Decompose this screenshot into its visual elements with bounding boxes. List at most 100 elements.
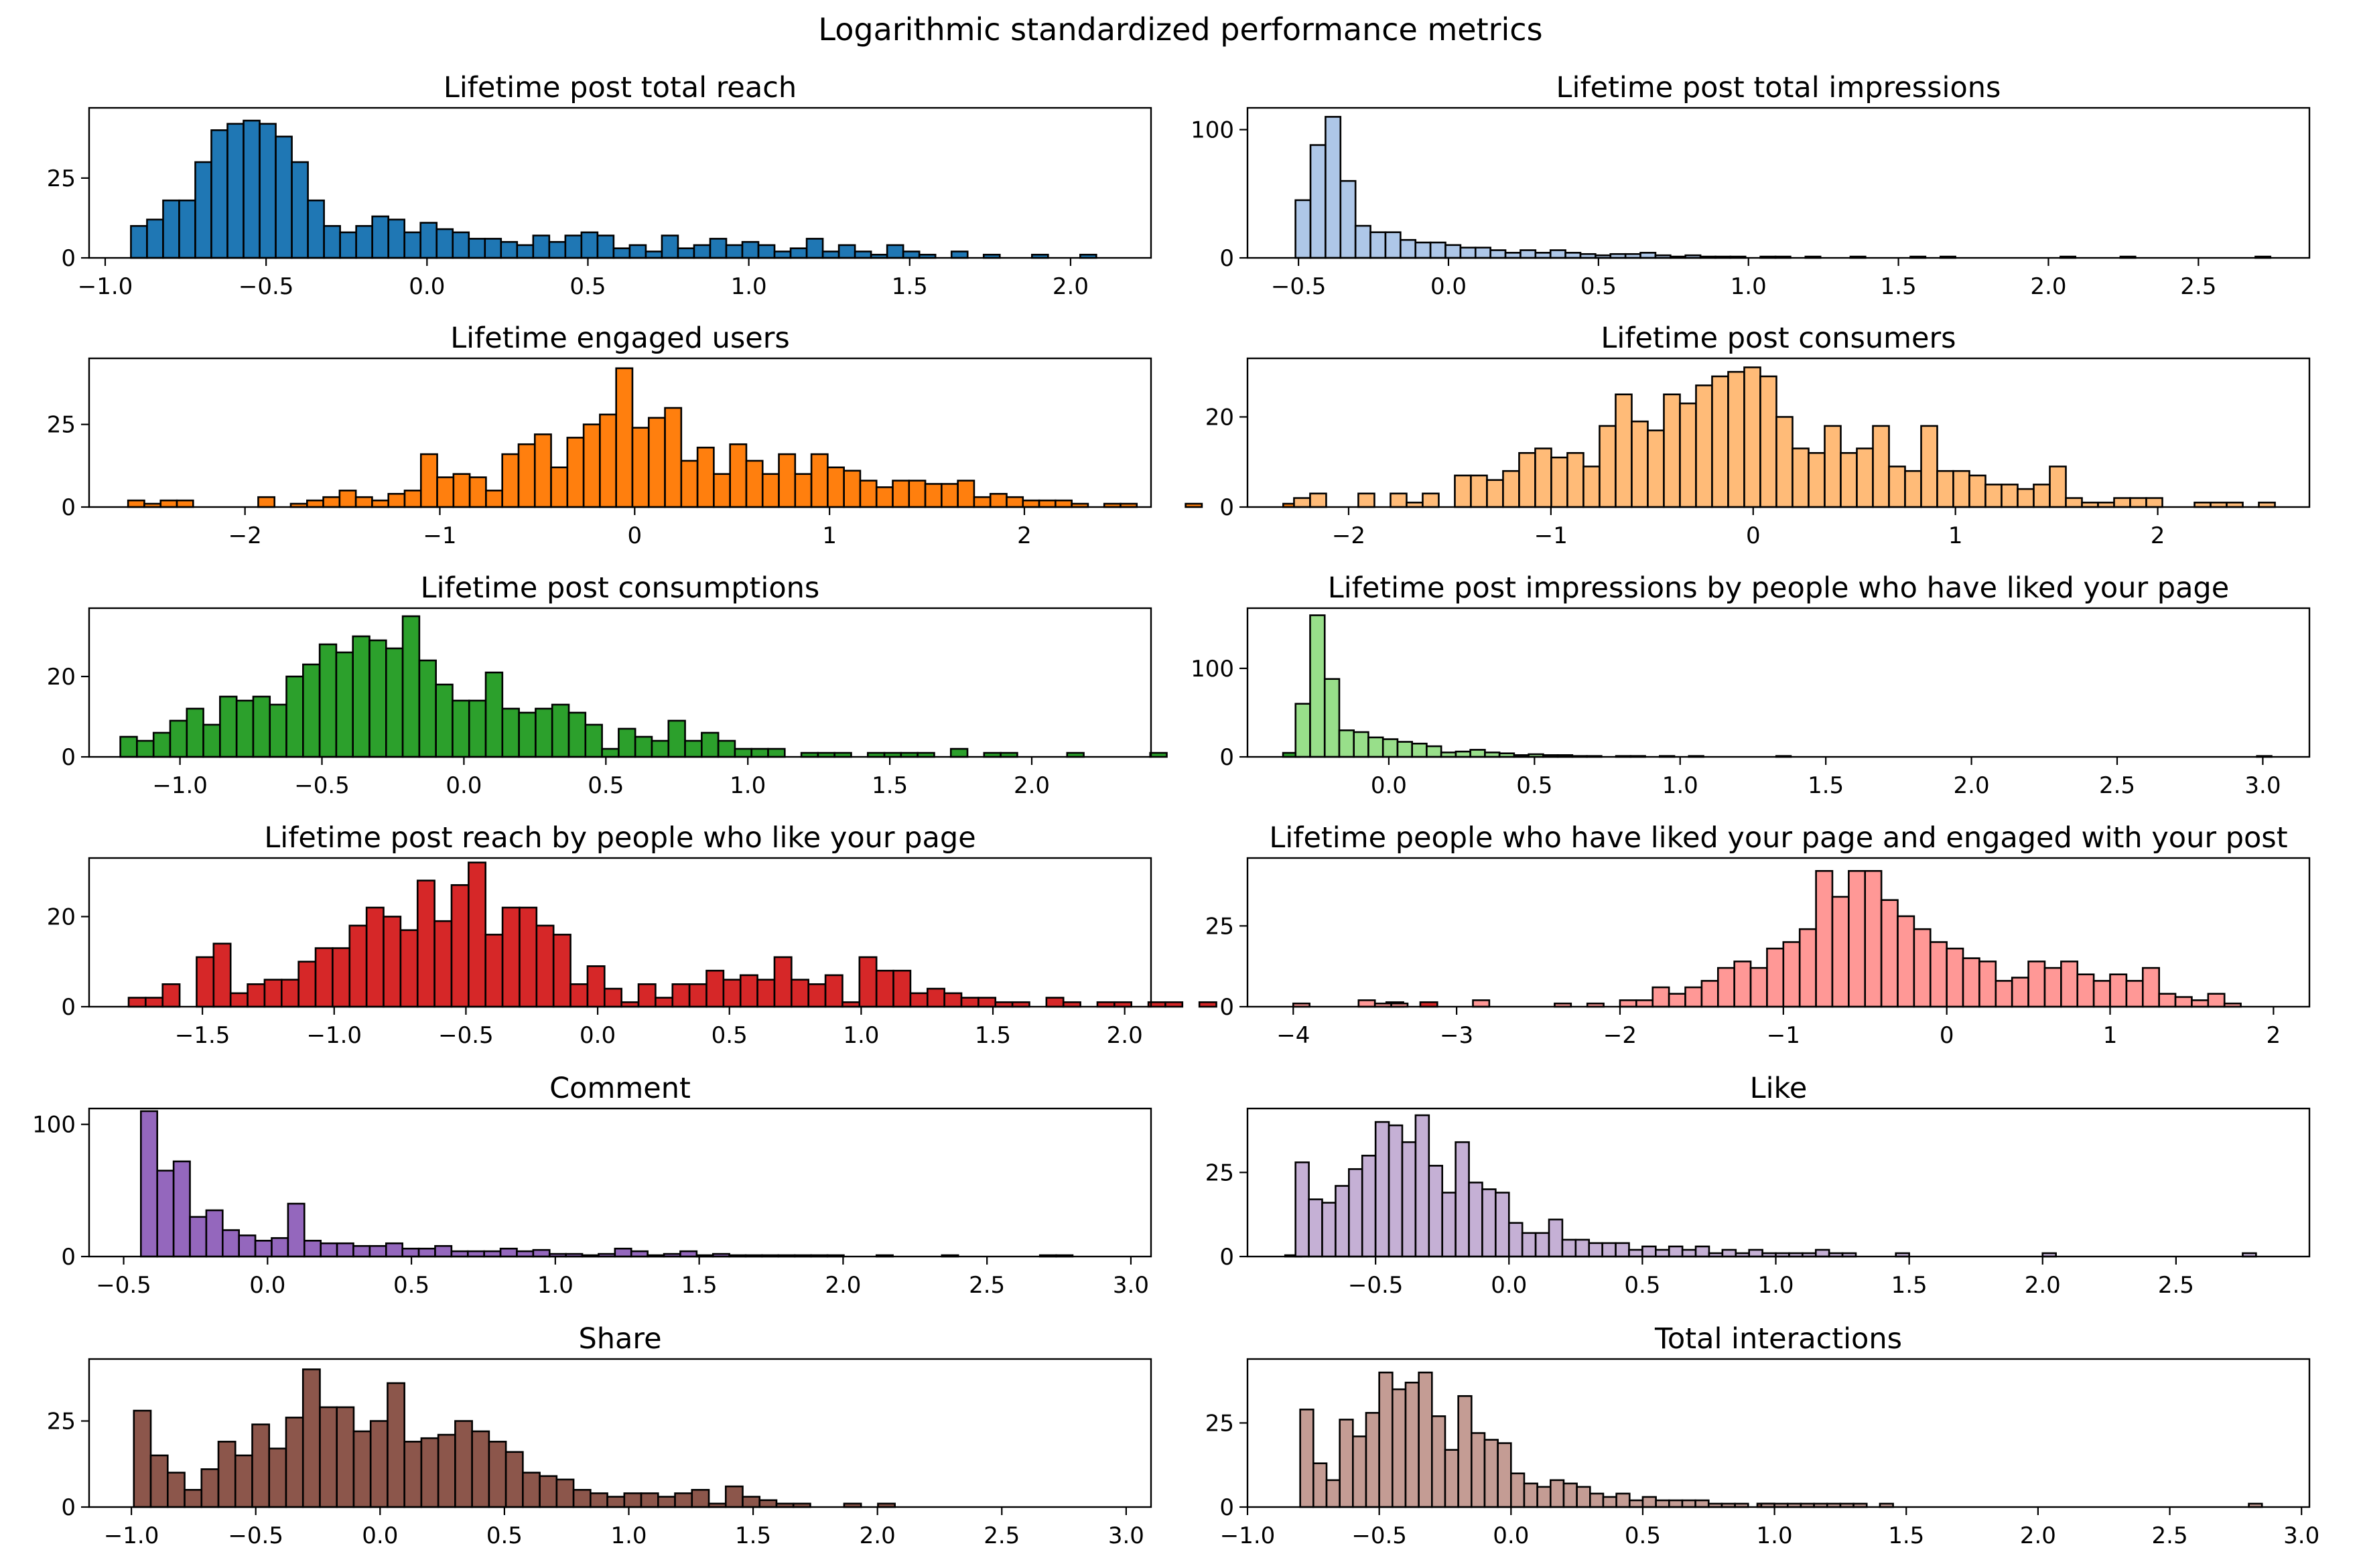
histogram-bar (1549, 249, 1566, 259)
histogram-panel-9: −0.5 0.0 0.5 1.0 1.5 2.0 2.5 3.0 0 100 Comment (32, 1072, 1368, 1299)
histogram-bar (705, 969, 725, 1008)
histogram-bar (1308, 1198, 1323, 1258)
histogram-bar (1968, 474, 1986, 508)
histogram-bar (387, 218, 405, 259)
histogram-bar (949, 747, 969, 758)
histogram-bar (674, 1492, 693, 1508)
histogram-bar (196, 956, 215, 1008)
y-tick-label: 0 (1219, 494, 1234, 521)
histogram-bar (354, 496, 373, 508)
histogram-bar (271, 1237, 289, 1258)
histogram-bar (734, 747, 753, 758)
histogram-bar (651, 739, 670, 758)
histogram-bar (1444, 244, 1462, 259)
histogram-bar (234, 1454, 253, 1508)
x-tick-label: 0.5 (1580, 273, 1617, 300)
histogram-bar (2092, 980, 2111, 1008)
histogram-bar (1913, 928, 1932, 1008)
histogram-bar (1782, 941, 1801, 1008)
histogram-bar (302, 663, 321, 758)
histogram-bar (567, 711, 587, 758)
histogram-bar (332, 947, 351, 1008)
histogram-bar (285, 675, 304, 758)
histogram-bar (119, 735, 138, 758)
histogram-bar (247, 983, 266, 1008)
histogram-bar (1615, 393, 1633, 508)
x-tick-label: −1 (423, 522, 456, 549)
histogram-bar (1601, 1242, 1617, 1258)
x-tick-label: 1.0 (1757, 1272, 1794, 1299)
x-tick-label: −0.5 (1351, 1522, 1407, 1549)
histogram-bar (210, 129, 228, 259)
histogram-bar (1576, 1486, 1591, 1508)
histogram-bar (323, 225, 341, 259)
histogram-bar (352, 1430, 372, 1508)
y-tick-label: 25 (47, 1409, 76, 1435)
y-tick-label: 25 (47, 412, 76, 439)
histogram-bar (1486, 479, 1504, 508)
x-tick-label: 2.5 (2180, 273, 2216, 300)
histogram-bar (387, 492, 406, 508)
histogram-bar (1357, 999, 1376, 1008)
histogram-bar (484, 238, 502, 259)
histogram-bar (742, 1496, 761, 1508)
histogram-bar (1294, 703, 1311, 758)
histogram-bar (843, 470, 862, 508)
x-tick-label: 0.5 (569, 273, 606, 300)
histogram-bar (1426, 745, 1442, 758)
histogram-bar (1353, 731, 1369, 758)
histogram-bar (172, 1160, 191, 1258)
histogram-bar (336, 1242, 354, 1258)
histogram-bar (133, 1409, 152, 1508)
histogram-bar (319, 1406, 338, 1508)
histogram-bar (886, 244, 904, 259)
histogram-bar (468, 699, 487, 758)
histogram-bar (614, 1247, 632, 1258)
x-tick-label: −2 (1332, 522, 1365, 549)
axes-frame (1246, 357, 2311, 508)
histogram-bar (1489, 249, 1507, 259)
subplot-title: Like (1750, 1072, 1808, 1105)
histogram-bar (757, 244, 776, 259)
histogram-bar (590, 1492, 608, 1508)
histogram-bar (307, 199, 325, 259)
histogram-bar (875, 969, 894, 1008)
histogram-bar (657, 1496, 676, 1508)
histogram-bar (516, 244, 535, 259)
histogram-bar (1872, 425, 1890, 508)
histogram-bar (1946, 947, 1964, 1008)
histogram-bar (973, 496, 992, 508)
histogram-bar (805, 238, 824, 259)
x-tick-label: −1.0 (78, 273, 133, 300)
histogram-bar (1749, 967, 1768, 1008)
x-tick-label: −0.5 (228, 1522, 283, 1549)
histogram-bar (152, 731, 172, 758)
histogram-bar (1411, 742, 1428, 758)
histogram-bar (807, 983, 827, 1008)
y-tick-label: 0 (61, 1494, 76, 1521)
histogram-bar (709, 238, 728, 259)
x-tick-label: 1.5 (1891, 1272, 1928, 1299)
x-tick-label: 0.5 (393, 1272, 429, 1299)
histogram-bar (761, 473, 780, 508)
y-tick-label: 20 (47, 664, 76, 691)
histogram-bar (977, 997, 997, 1008)
histogram-bar (355, 225, 373, 259)
x-tick-label: 1.0 (537, 1272, 574, 1299)
histogram-bar (1471, 1432, 1486, 1508)
histogram-bar (1384, 231, 1402, 259)
histogram-bar (596, 234, 615, 259)
histogram-bar (691, 1489, 710, 1508)
histogram-bar (535, 707, 553, 758)
histogram-bar (371, 215, 389, 259)
histogram-bar (1472, 999, 1491, 1008)
histogram-bar (519, 906, 538, 1008)
histogram-bar (1507, 1222, 1524, 1258)
histogram-bar (127, 997, 147, 1008)
histogram-bar (162, 199, 180, 259)
histogram-bar (205, 1209, 224, 1258)
histogram-bar (222, 1229, 241, 1258)
histogram-bar (1454, 474, 1472, 508)
subplot-title: Lifetime engaged users (450, 322, 790, 355)
